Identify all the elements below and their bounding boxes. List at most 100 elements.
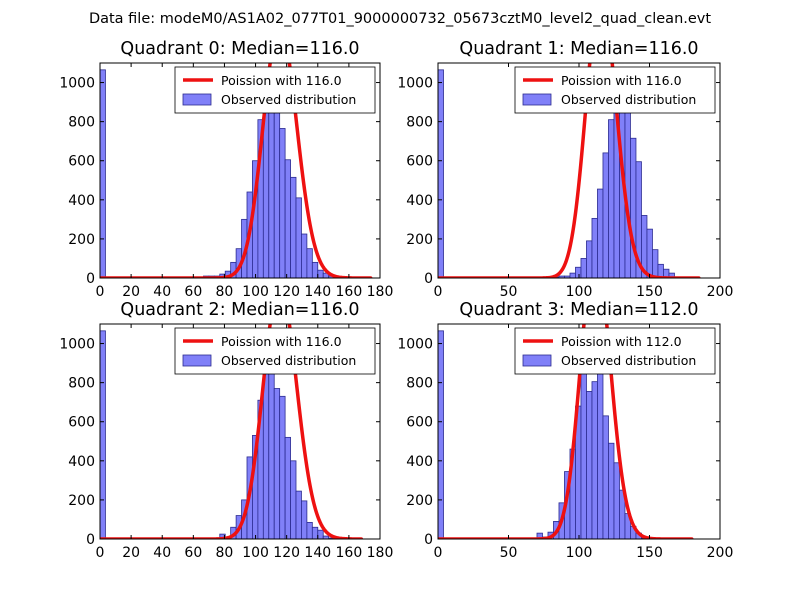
quadrant-1-panel: Quadrant 1: Median=116.0 0 50 100 150 200 0 20… xyxy=(397,39,734,300)
quadrant-2-title: Quadrant 2: Median=116.0 xyxy=(120,300,359,320)
histogram-bar xyxy=(317,269,324,278)
legend-hist-swatch xyxy=(182,354,212,367)
y-tick-label: 0 xyxy=(86,532,95,548)
legend-hist-label: Observed distribution xyxy=(561,92,696,107)
histogram-bar xyxy=(311,526,319,539)
histogram-bar xyxy=(306,521,313,539)
histogram-bar xyxy=(284,436,291,539)
x-tick-label: 200 xyxy=(707,545,734,561)
histogram-bar xyxy=(591,217,598,278)
histogram-bar xyxy=(569,272,576,278)
y-tick-label: 400 xyxy=(68,193,95,209)
y-tick-label: 0 xyxy=(424,532,433,548)
legend-hist-swatch xyxy=(182,93,212,106)
x-tick-label: 120 xyxy=(273,284,300,300)
quadrant-3-title: Quadrant 3: Median=112.0 xyxy=(459,300,698,320)
legend-curve-label: Poission with 116.0 xyxy=(221,334,342,349)
x-tick-label: 180 xyxy=(367,545,394,561)
histogram-bar xyxy=(100,330,106,539)
histogram-bar xyxy=(284,159,291,278)
axes-frame xyxy=(99,62,381,279)
histogram-bar xyxy=(273,87,281,278)
y-tick-label: 800 xyxy=(406,376,433,392)
y-tick-label: 1000 xyxy=(397,337,433,353)
histogram-bar xyxy=(322,272,330,278)
histogram-bar xyxy=(317,529,324,539)
legend-hist-swatch xyxy=(522,354,552,367)
histogram-bar xyxy=(586,240,593,278)
x-tick-label: 100 xyxy=(242,284,269,300)
x-tick-label: 140 xyxy=(304,545,331,561)
legend-curve-label: Poission with 112.0 xyxy=(561,334,682,349)
y-tick-label: 200 xyxy=(406,232,433,248)
y-tick-label: 0 xyxy=(424,271,433,287)
histogram-bar xyxy=(608,442,615,539)
x-tick-label: 60 xyxy=(184,545,202,561)
x-tick-label: 40 xyxy=(153,545,171,561)
y-tick-label: 400 xyxy=(406,193,433,209)
poisson-curve xyxy=(100,324,364,539)
x-tick-label: 40 xyxy=(153,284,171,300)
y-tick-label: 400 xyxy=(406,454,433,470)
x-tick-label: 180 xyxy=(367,284,394,300)
x-tick-label: 100 xyxy=(566,545,593,561)
legend-hist-label: Observed distribution xyxy=(221,92,356,107)
x-tick-label: 140 xyxy=(304,284,331,300)
histogram-bar xyxy=(295,490,302,539)
histogram-bar xyxy=(580,258,587,278)
x-tick-label: 80 xyxy=(216,545,234,561)
histogram-bar xyxy=(613,462,620,539)
histogram-bar xyxy=(306,248,313,278)
y-tick-label: 600 xyxy=(68,154,95,170)
poisson-curve xyxy=(100,63,373,278)
histogram-bar xyxy=(290,176,297,278)
plot-content xyxy=(438,63,701,278)
histogram-bar xyxy=(668,272,675,278)
histogram-bar xyxy=(279,128,286,278)
x-tick-label: 50 xyxy=(500,545,518,561)
histogram-bar xyxy=(100,69,106,278)
y-tick-label: 1000 xyxy=(397,76,433,92)
y-tick-label: 800 xyxy=(68,376,95,392)
x-tick-label: 50 xyxy=(500,284,518,300)
histogram-bar xyxy=(597,188,604,278)
histogram-bar xyxy=(438,69,444,278)
x-tick-label: 0 xyxy=(96,284,105,300)
x-tick-label: 100 xyxy=(242,545,269,561)
y-tick-label: 800 xyxy=(68,115,95,131)
quadrant-2-panel: Quadrant 2: Median=116.0 0 20 40 60 80 100 120… xyxy=(59,300,394,561)
x-tick-label: 0 xyxy=(434,545,443,561)
legend-hist-swatch xyxy=(522,93,552,106)
legend-hist-label: Observed distribution xyxy=(561,353,696,368)
quadrant-0-title: Quadrant 0: Median=116.0 xyxy=(120,39,359,59)
x-tick-label: 120 xyxy=(273,545,300,561)
histogram-bar xyxy=(597,354,604,539)
histogram-bar xyxy=(295,197,302,278)
histogram-bar xyxy=(301,233,308,278)
y-tick-label: 600 xyxy=(68,415,95,431)
histogram-bar xyxy=(290,460,297,539)
y-tick-label: 800 xyxy=(406,115,433,131)
y-tick-label: 0 xyxy=(86,271,95,287)
histogram-bar xyxy=(646,228,653,278)
histogram-bar xyxy=(591,381,598,539)
y-tick-label: 200 xyxy=(68,493,95,509)
histogram-bar xyxy=(580,365,587,539)
axes-frame xyxy=(99,323,381,540)
y-tick-label: 1000 xyxy=(59,76,95,92)
y-tick-label: 400 xyxy=(68,454,95,470)
x-tick-label: 200 xyxy=(707,284,734,300)
histogram-bar xyxy=(608,119,615,278)
histogram-bar xyxy=(575,266,582,278)
x-tick-label: 0 xyxy=(96,545,105,561)
histogram-bar xyxy=(301,500,308,539)
x-tick-label: 60 xyxy=(184,284,202,300)
y-tick-label: 600 xyxy=(406,415,433,431)
plot-content xyxy=(100,63,373,278)
x-tick-label: 160 xyxy=(336,284,363,300)
y-tick-label: 1000 xyxy=(59,337,95,353)
y-tick-label: 600 xyxy=(406,154,433,170)
x-tick-label: 100 xyxy=(566,284,593,300)
x-tick-label: 20 xyxy=(122,284,140,300)
